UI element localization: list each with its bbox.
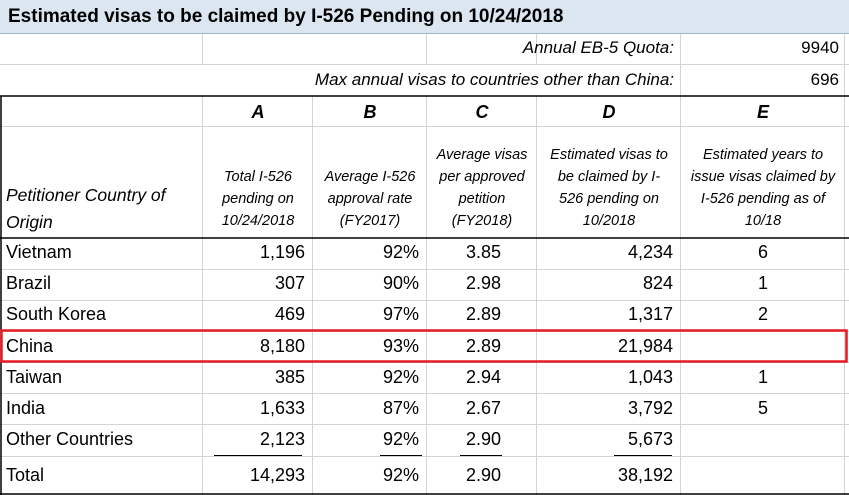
row-country: Other Countries	[6, 429, 134, 449]
row-col-e: 2	[757, 304, 768, 324]
row-col-d: 3,792	[627, 398, 673, 418]
row-col-a: 385	[274, 367, 305, 387]
row-col-e: 1	[757, 273, 768, 293]
row-col-a: 307	[274, 273, 305, 293]
total-label: Total	[6, 465, 45, 485]
header-d: Estimated visas to be claimed by I- 526 …	[550, 147, 668, 229]
table-title: Estimated visas to be claimed by I-526 P…	[8, 6, 564, 27]
row-col-d: 4,234	[627, 242, 673, 262]
header-a: Total I-526 pending on 10/24/2018	[221, 169, 295, 229]
row-country: China	[6, 336, 54, 356]
row-col-d: 1,317	[627, 304, 673, 324]
header-b: Average I-526 approval rate (FY2017)	[324, 169, 416, 229]
row-country: South Korea	[6, 304, 107, 324]
total-underline-b	[380, 455, 422, 456]
row-col-c: 2.98	[465, 273, 501, 293]
total-underline-a	[214, 455, 302, 456]
total-d: 38,192	[617, 465, 673, 485]
col-letter-a: A	[251, 102, 265, 122]
total-b: 92%	[382, 465, 419, 485]
row-col-b: 97%	[382, 304, 419, 324]
row-col-b: 92%	[382, 242, 419, 262]
row-col-a: 1,196	[259, 242, 305, 262]
row-col-a: 1,633	[259, 398, 305, 418]
total-a: 14,293	[249, 465, 305, 485]
col-letter-c: C	[475, 102, 489, 122]
row-country: Brazil	[6, 273, 52, 293]
row-country: Vietnam	[6, 242, 72, 262]
row-col-d: 1,043	[627, 367, 673, 387]
table-title-bar: Estimated visas to be claimed by I-526 P…	[0, 0, 849, 34]
row-col-b: 87%	[382, 398, 419, 418]
row-col-c: 2.89	[465, 336, 501, 356]
row-col-e: 6	[757, 242, 768, 262]
max-other-label: Max annual visas to countries other than…	[314, 70, 674, 89]
col-letter-b: B	[363, 102, 377, 122]
row-col-c: 3.85	[465, 242, 501, 262]
total-c: 2.90	[465, 465, 501, 485]
row-country: Taiwan	[6, 367, 63, 387]
row-col-c: 2.94	[465, 367, 501, 387]
row-col-b: 92%	[382, 367, 419, 387]
max-other-value: 696	[810, 70, 839, 89]
total-underline-d	[614, 455, 672, 456]
row-col-c: 2.67	[465, 398, 501, 418]
col-letter-e: E	[756, 102, 769, 122]
col-letter-d: D	[602, 102, 616, 122]
row-col-e: 1	[757, 367, 768, 387]
row-col-b: 93%	[382, 336, 419, 356]
row-col-a: 2,123	[259, 429, 305, 449]
row-col-c: 2.89	[465, 304, 501, 324]
row-col-c: 2.90	[465, 429, 501, 449]
row-col-a: 8,180	[259, 336, 305, 356]
row-country: India	[6, 398, 46, 418]
quota-value: 9940	[801, 38, 839, 57]
row-col-b: 90%	[382, 273, 419, 293]
header-origin: Petitioner Country of Origin	[6, 185, 166, 232]
total-underline-c	[460, 455, 502, 456]
header-c: Average visas per approved petition (FY2…	[436, 147, 528, 229]
header-e: Estimated years to issue visas claimed b…	[690, 147, 836, 229]
row-col-d: 5,673	[627, 429, 673, 449]
row-col-b: 92%	[382, 429, 419, 449]
row-col-e: 5	[757, 398, 768, 418]
row-col-d: 824	[642, 273, 673, 293]
quota-label: Annual EB-5 Quota:	[522, 38, 674, 57]
row-col-d: 21,984	[617, 336, 673, 356]
row-col-a: 469	[274, 304, 305, 324]
